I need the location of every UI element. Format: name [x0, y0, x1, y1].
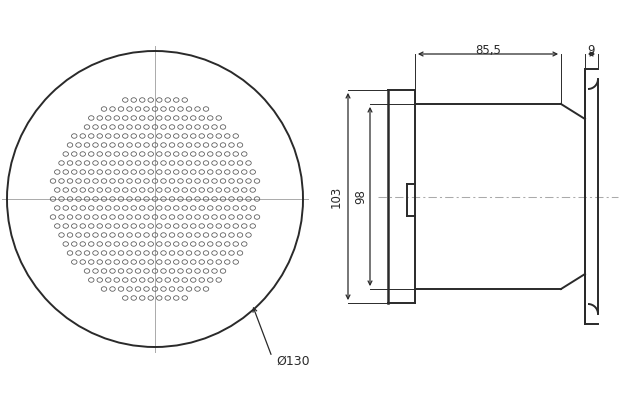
Text: 103: 103	[330, 186, 343, 207]
Text: 9: 9	[588, 44, 595, 57]
Text: Ø130: Ø130	[276, 354, 310, 367]
Text: 85,5: 85,5	[475, 44, 501, 57]
Text: 98: 98	[354, 189, 367, 204]
